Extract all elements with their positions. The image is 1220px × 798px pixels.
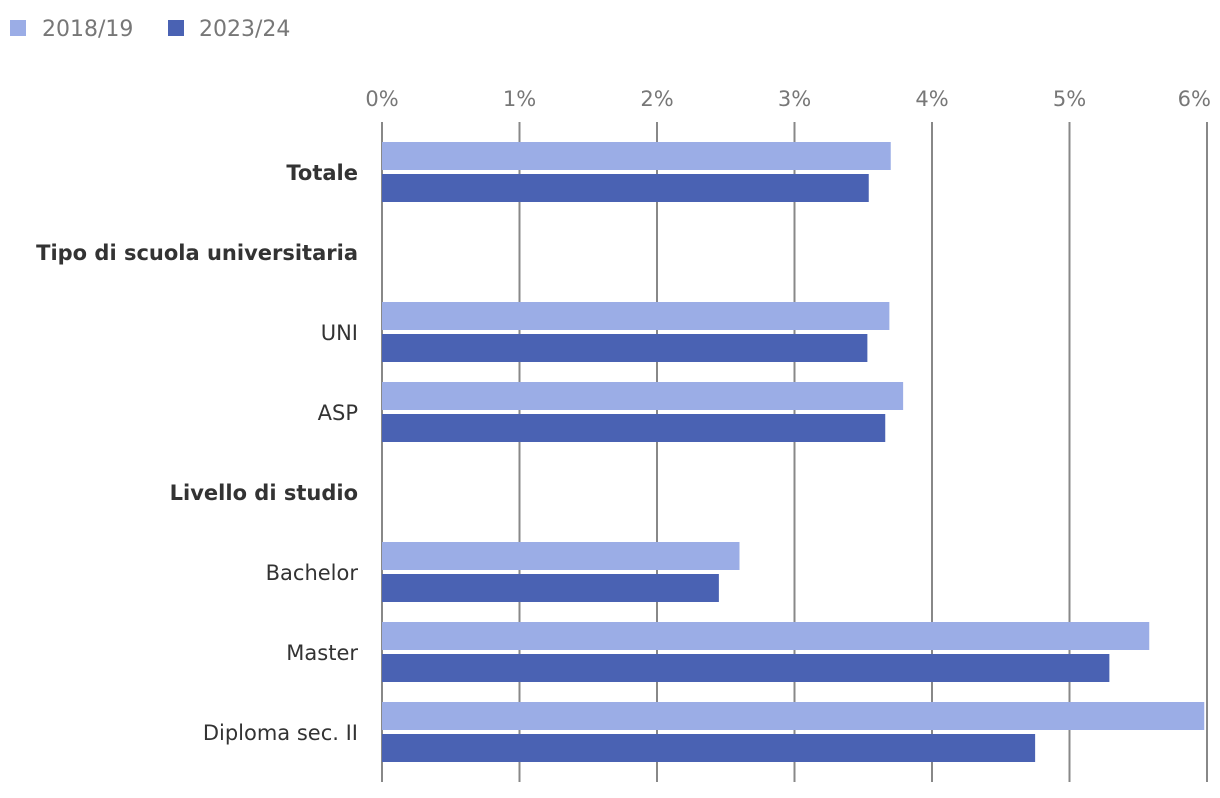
bar-2018-19 xyxy=(382,622,1150,650)
category-label: Master xyxy=(286,641,358,665)
x-tick-label: 1% xyxy=(503,87,536,111)
x-tick-label: 6% xyxy=(1178,87,1211,111)
bars xyxy=(382,142,1205,762)
bar-2023-24 xyxy=(382,334,868,362)
x-tick-label: 4% xyxy=(915,87,948,111)
bar-2018-19 xyxy=(382,142,891,170)
category-label: Tipo di scuola universitaria xyxy=(36,241,358,265)
bar-2018-19 xyxy=(382,702,1205,730)
x-axis-ticks: 0% 1% 2% 3% 4% 5% 6% xyxy=(365,87,1211,111)
category-label: ASP xyxy=(318,401,358,425)
x-tick-label: 0% xyxy=(365,87,398,111)
gridlines xyxy=(381,122,1208,782)
category-label: Bachelor xyxy=(266,561,359,585)
legend-label-2023-24: 2023/24 xyxy=(199,17,290,42)
category-label: Livello di studio xyxy=(170,481,358,505)
bar-2018-19 xyxy=(382,382,904,410)
bar-2018-19 xyxy=(382,542,740,570)
x-tick-label: 5% xyxy=(1053,87,1086,111)
legend-swatch-2018-19 xyxy=(10,20,26,36)
x-tick-label: 3% xyxy=(778,87,811,111)
category-label: Diploma sec. II xyxy=(203,721,358,745)
bar-2023-24 xyxy=(382,414,886,442)
bar-2023-24 xyxy=(382,174,869,202)
bar-2018-19 xyxy=(382,302,890,330)
legend-label-2018-19: 2018/19 xyxy=(42,17,133,42)
x-tick-label: 2% xyxy=(640,87,673,111)
category-label: Totale xyxy=(286,161,358,185)
bar-2023-24 xyxy=(382,654,1110,682)
bar-2023-24 xyxy=(382,574,719,602)
category-label: UNI xyxy=(321,321,358,345)
category-labels: Totale Tipo di scuola universitaria UNI ASP… xyxy=(36,161,358,745)
bar-2023-24 xyxy=(382,734,1036,762)
legend: 2018/19 2023/24 xyxy=(10,17,290,42)
legend-swatch-2023-24 xyxy=(168,20,184,36)
